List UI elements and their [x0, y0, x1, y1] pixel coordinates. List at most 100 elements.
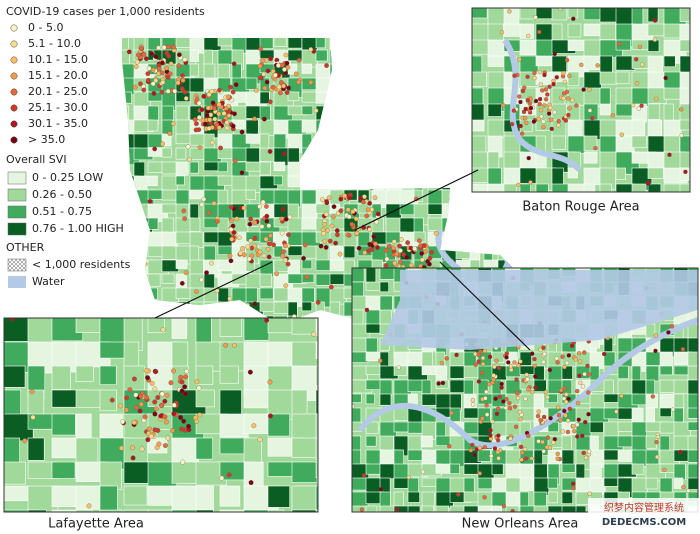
case-dot	[367, 200, 372, 206]
tract	[463, 393, 477, 410]
tract	[491, 463, 504, 475]
case-dot	[378, 358, 383, 363]
case-dot	[580, 433, 585, 439]
case-dot	[131, 420, 137, 425]
case-dot	[145, 71, 151, 77]
tract	[535, 183, 549, 192]
case-dot	[419, 251, 425, 256]
case-dot	[480, 355, 486, 361]
case-dot	[268, 56, 274, 62]
tract	[449, 463, 460, 474]
case-dot	[536, 439, 541, 444]
case-dot	[523, 396, 528, 402]
tract	[413, 133, 432, 144]
case-dot	[497, 394, 502, 399]
case-dot	[686, 488, 691, 494]
case-dot	[176, 63, 182, 68]
case-dot	[499, 381, 504, 387]
case-dot	[637, 44, 643, 49]
case-dot	[575, 422, 580, 427]
case-dot	[180, 78, 186, 83]
tract	[679, 8, 690, 22]
case-dot	[284, 60, 290, 66]
tract	[477, 477, 493, 490]
case-dot	[653, 348, 658, 354]
case-dot	[230, 123, 236, 129]
tract	[631, 135, 647, 148]
tract	[385, 133, 404, 149]
tract	[385, 119, 395, 140]
inset-frame	[351, 267, 699, 513]
case-dot	[519, 131, 525, 136]
tract	[316, 330, 335, 348]
case-dot	[279, 230, 285, 236]
case-dot	[646, 180, 651, 185]
case-dot	[258, 46, 264, 52]
case-dot	[571, 486, 576, 491]
case-dot	[126, 49, 132, 55]
case-dot	[234, 216, 240, 222]
case-dot	[560, 354, 565, 359]
case-dot	[268, 233, 273, 238]
legend-symbol	[10, 56, 18, 64]
case-dot	[262, 116, 267, 122]
tract	[161, 245, 178, 260]
tract	[371, 133, 392, 145]
case-dot	[653, 333, 658, 338]
tract	[441, 133, 464, 150]
tract	[267, 461, 296, 477]
tract	[679, 39, 690, 52]
tract	[615, 135, 635, 155]
tract	[291, 485, 318, 512]
tract	[519, 351, 532, 366]
case-dot	[262, 85, 268, 91]
case-dot	[144, 56, 149, 62]
tract	[519, 491, 529, 508]
case-dot	[470, 402, 476, 407]
case-dot	[493, 396, 498, 401]
case-dot	[271, 242, 276, 248]
tract	[583, 167, 602, 185]
tract	[647, 167, 664, 179]
case-dot	[678, 449, 683, 455]
case-dot	[227, 253, 233, 259]
case-dot	[436, 381, 441, 386]
case-dot	[264, 218, 270, 224]
tract	[147, 287, 158, 300]
case-dot	[586, 390, 591, 395]
legend-label: 0 - 5.0	[28, 21, 63, 34]
tract	[487, 183, 508, 192]
tract	[589, 463, 602, 478]
case-dot	[480, 416, 485, 421]
case-dot	[491, 377, 496, 382]
case-dot	[146, 426, 152, 432]
case-dot	[245, 302, 251, 308]
tract	[427, 105, 445, 122]
tract	[561, 435, 572, 452]
case-dot	[201, 94, 207, 99]
case-dot	[419, 257, 425, 263]
case-dot	[556, 123, 561, 128]
inset-label: Baton Rouge Area	[522, 200, 639, 215]
case-dot	[541, 449, 546, 454]
case-dot	[142, 261, 148, 267]
case-dot	[302, 242, 308, 248]
case-dot	[567, 73, 572, 78]
case-dot	[595, 63, 600, 68]
case-dot	[571, 481, 576, 486]
case-dot	[267, 149, 273, 154]
case-dot	[655, 434, 661, 440]
tract	[259, 38, 274, 49]
tract	[449, 365, 466, 379]
case-dot	[540, 88, 545, 93]
case-dot	[527, 101, 533, 106]
tract	[463, 505, 481, 512]
tract	[27, 437, 45, 461]
tract	[472, 71, 487, 87]
tract	[551, 23, 563, 41]
case-dot	[283, 52, 289, 58]
case-dot	[634, 57, 639, 62]
case-dot	[547, 367, 553, 373]
tract	[427, 147, 442, 166]
case-dot	[575, 388, 580, 394]
